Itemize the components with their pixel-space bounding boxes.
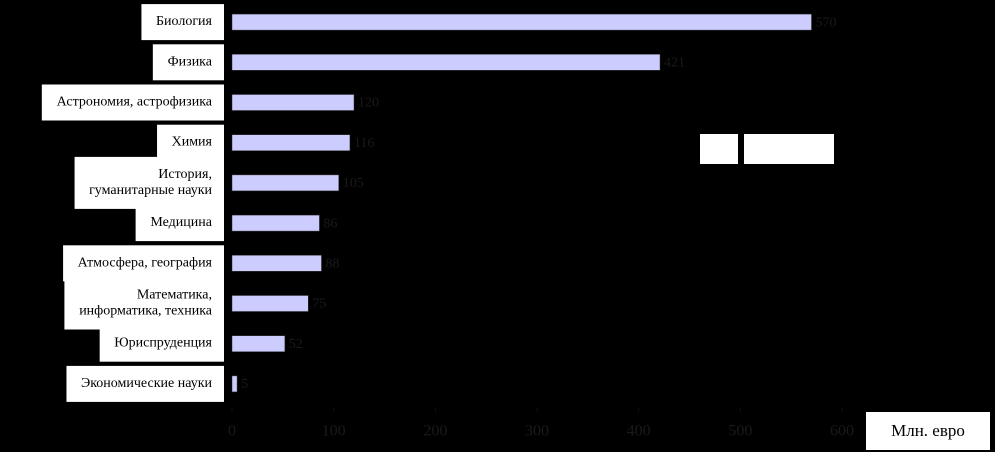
value-label: 5 <box>241 377 248 392</box>
bar <box>231 335 286 352</box>
value-label: 75 <box>312 297 326 312</box>
category-box <box>135 205 224 242</box>
value-label: 105 <box>343 176 364 191</box>
x-tick-label: 100 <box>322 423 346 440</box>
x-axis-label: Млн. евро <box>891 421 965 440</box>
value-label: 120 <box>358 96 379 111</box>
category-label: История, гуманитарные науки <box>89 167 212 198</box>
category-box <box>63 245 224 282</box>
category-label: Медицина <box>150 215 212 230</box>
value-label: 116 <box>354 136 374 151</box>
x-tick-label: 500 <box>728 423 752 440</box>
category-label: Физика <box>168 55 213 70</box>
value-label: 421 <box>664 56 685 71</box>
category-label: Биология <box>156 14 213 29</box>
category-box <box>66 365 224 402</box>
bar <box>231 54 661 71</box>
bar <box>231 375 238 393</box>
value-label: 86 <box>323 216 337 231</box>
legend-box <box>744 134 834 164</box>
x-tick-label: 600 <box>830 423 854 440</box>
bar <box>231 295 309 312</box>
legend-box <box>700 134 738 164</box>
bar <box>231 174 339 192</box>
bar <box>231 94 355 111</box>
value-label: 52 <box>289 337 303 352</box>
category-box <box>152 44 224 81</box>
bar <box>231 214 320 232</box>
x-tick-label: 400 <box>627 423 651 440</box>
category-box <box>41 84 224 121</box>
category-label: Атмосфера, география <box>78 256 213 271</box>
category-box <box>74 156 224 209</box>
x-tick-label: 200 <box>423 423 447 440</box>
axis-label-box <box>866 412 990 450</box>
value-label: 88 <box>325 257 339 272</box>
category-label: Математика, информатика, техника <box>79 288 213 319</box>
category-box <box>157 124 224 161</box>
bar <box>231 255 322 272</box>
bar <box>231 134 351 151</box>
category-label: Химия <box>172 135 213 150</box>
category-box <box>64 277 224 330</box>
category-label: Астрономия, астрофизика <box>57 95 213 110</box>
category-box <box>99 325 224 362</box>
category-label: Экономические науки <box>81 376 213 391</box>
category-box <box>141 4 224 41</box>
value-label: 570 <box>816 15 837 30</box>
bar <box>231 13 812 31</box>
category-label: Юриспруденция <box>114 336 212 351</box>
x-tick-label: 300 <box>525 423 549 440</box>
x-tick-label: 0 <box>228 423 236 440</box>
